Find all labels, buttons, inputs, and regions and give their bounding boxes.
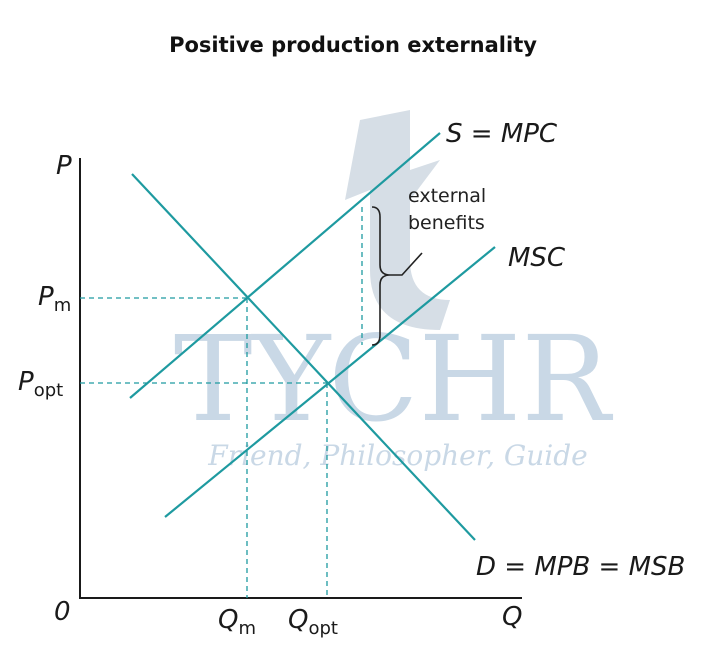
annotation-line1: external bbox=[408, 185, 486, 207]
demand-curve bbox=[131, 173, 476, 541]
popt-label: Popt bbox=[18, 367, 63, 401]
watermark-tagline: Friend, Philosopher, Guide bbox=[207, 439, 587, 472]
annotation-line2: benefits bbox=[408, 212, 485, 234]
origin-label: 0 bbox=[54, 597, 71, 627]
brace-icon bbox=[371, 206, 423, 346]
msc-curve bbox=[164, 246, 496, 518]
supply-label: S = MPC bbox=[446, 119, 558, 149]
qm-label: Qm bbox=[218, 605, 256, 639]
y-axis-label: P bbox=[56, 151, 72, 181]
demand-label: D = MPB = MSB bbox=[476, 552, 685, 582]
msc-label: MSC bbox=[508, 243, 566, 273]
qopt-label: Qopt bbox=[288, 605, 338, 639]
watermark-logo-icon bbox=[345, 110, 450, 330]
watermark: TYCHR Friend, Philosopher, Guide bbox=[174, 110, 613, 472]
x-axis-label: Q bbox=[502, 602, 522, 632]
supply-mpc-curve bbox=[129, 132, 441, 399]
chart-title: Positive production externality bbox=[169, 33, 537, 57]
pm-label: Pm bbox=[38, 282, 71, 316]
